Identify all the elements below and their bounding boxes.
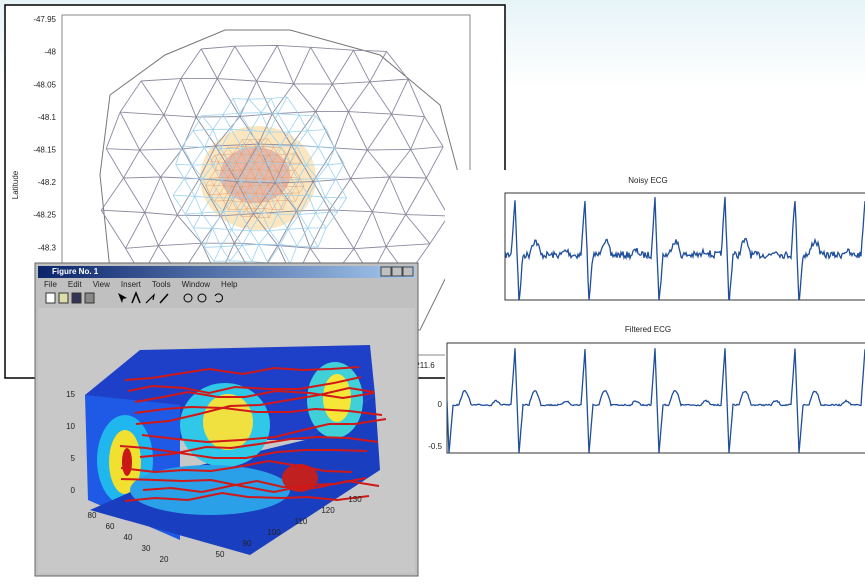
tool-icon[interactable] — [214, 293, 223, 303]
ecg-figure: Noisy ECG Filtered ECG 0 -0.5 — [428, 170, 865, 457]
y-tick-label: 30 — [142, 544, 151, 553]
maximize-button[interactable] — [391, 266, 403, 277]
toolbar — [45, 290, 223, 304]
y-tick-label: -0.5 — [428, 442, 442, 451]
tool-icon[interactable] — [58, 292, 69, 304]
y-tick-label: 60 — [106, 522, 115, 531]
blob — [122, 448, 132, 476]
x-tick-label: 50 — [216, 550, 225, 559]
streamline — [135, 386, 375, 425]
streamline — [120, 477, 367, 494]
menu-item[interactable]: View — [93, 280, 110, 289]
streamline — [119, 445, 368, 459]
chart-title: Noisy ECG — [628, 176, 668, 185]
title-bar — [38, 266, 415, 278]
streamline — [141, 418, 387, 444]
tool-icon[interactable] — [159, 293, 169, 304]
x-tick-label: 100 — [267, 528, 281, 537]
menu-item[interactable]: Tools — [152, 280, 171, 289]
menu-item[interactable]: Edit — [68, 280, 83, 289]
y-tick-label: -47.95 — [33, 15, 56, 24]
menu-item[interactable]: Window — [182, 280, 211, 289]
tool-icon[interactable] — [45, 292, 56, 304]
tool-icon[interactable] — [197, 293, 207, 303]
streamline — [120, 459, 353, 474]
streamline — [124, 366, 360, 381]
x-tick-label: 90 — [243, 539, 252, 548]
y-tick-label: 80 — [88, 511, 97, 520]
tool-icon[interactable] — [71, 292, 82, 304]
menu-item[interactable]: File — [44, 280, 57, 289]
streamline — [124, 491, 370, 502]
streamline — [134, 389, 375, 403]
y-tick-label: -48.25 — [33, 211, 56, 220]
mesh-lines — [205, 138, 305, 218]
x-tick-label: 120 — [321, 506, 335, 515]
close-button[interactable] — [402, 266, 414, 277]
y-tick-label: -48.15 — [33, 146, 56, 155]
tool-icon[interactable] — [145, 293, 155, 304]
window-title: Figure No. 1 — [52, 267, 99, 276]
x-tick-label: 211.6 — [415, 361, 435, 370]
streamline — [142, 479, 380, 494]
tool-icon[interactable] — [131, 290, 141, 304]
y-tick-label: 0 — [438, 400, 443, 409]
minimize-button[interactable] — [380, 266, 392, 277]
y-tick-label: 20 — [160, 555, 169, 564]
streamline — [139, 435, 379, 458]
z-tick-label: 10 — [66, 422, 75, 431]
ecg-trace — [505, 196, 865, 300]
menu-bar: File Edit View Insert Tools Window Help — [44, 280, 238, 289]
y-axis-label: Latitude — [11, 170, 20, 199]
menu-item[interactable]: Help — [221, 280, 238, 289]
ecg-trace — [447, 348, 865, 453]
mesh-figure: Latitude -47.95 -48 -48.05 -48.1 -48.15 -48.2… — [4, 4, 506, 379]
tool-icon[interactable] — [118, 293, 127, 303]
x-tick-label: 130 — [348, 495, 362, 504]
tool-icon[interactable] — [183, 293, 193, 303]
z-tick-label: 5 — [71, 454, 76, 463]
tool-icon[interactable] — [84, 292, 95, 304]
z-tick-label: 0 — [71, 486, 76, 495]
y-tick-label: -48 — [44, 48, 56, 57]
axes-box — [504, 192, 865, 301]
y-tick-label: 40 — [124, 533, 133, 542]
streamline — [134, 405, 383, 416]
figure-window: Figure No. 1 File Edit View Insert Tools Wind… — [34, 262, 419, 577]
y-tick-label: -48.2 — [38, 178, 57, 187]
y-tick-label: -48.3 — [38, 243, 57, 252]
streamline — [127, 376, 362, 395]
y-tick-label: -48.1 — [38, 113, 57, 122]
x-tick-label: 110 — [295, 517, 308, 526]
chart-title: Filtered ECG — [625, 325, 671, 334]
menu-item[interactable]: Insert — [121, 280, 142, 289]
y-tick-label: -48.05 — [33, 80, 56, 89]
z-tick-label: 15 — [66, 390, 75, 399]
